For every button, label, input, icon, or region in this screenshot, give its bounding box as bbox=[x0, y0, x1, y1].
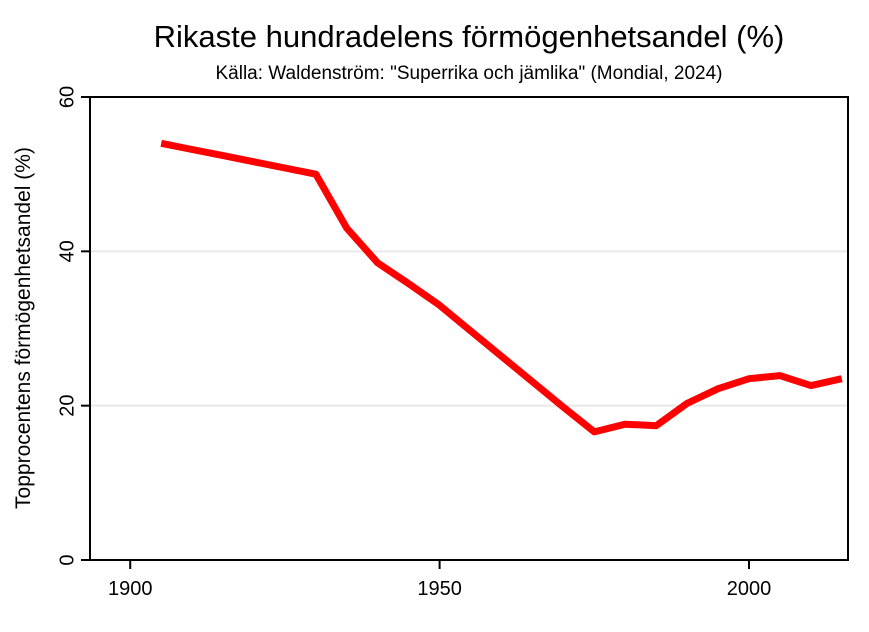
chart-title: Rikaste hundradelens förmögenhetsandel (… bbox=[153, 19, 785, 54]
chart-subtitle: Källa: Waldenström: "Superrika och jämli… bbox=[215, 63, 723, 84]
y-tick-label: 20 bbox=[56, 395, 78, 417]
x-tick-label: 1900 bbox=[108, 578, 153, 600]
x-tick-label: 1950 bbox=[417, 578, 462, 600]
y-tick-label: 40 bbox=[56, 240, 78, 262]
y-axis-title: Topprocentens förmögenhetsandel (%) bbox=[12, 147, 35, 509]
x-tick-label: 2000 bbox=[727, 578, 772, 600]
plot-border bbox=[89, 96, 849, 561]
y-tick-label: 60 bbox=[56, 86, 78, 108]
y-tick-label: 0 bbox=[56, 554, 78, 565]
data-line bbox=[160, 139, 843, 436]
